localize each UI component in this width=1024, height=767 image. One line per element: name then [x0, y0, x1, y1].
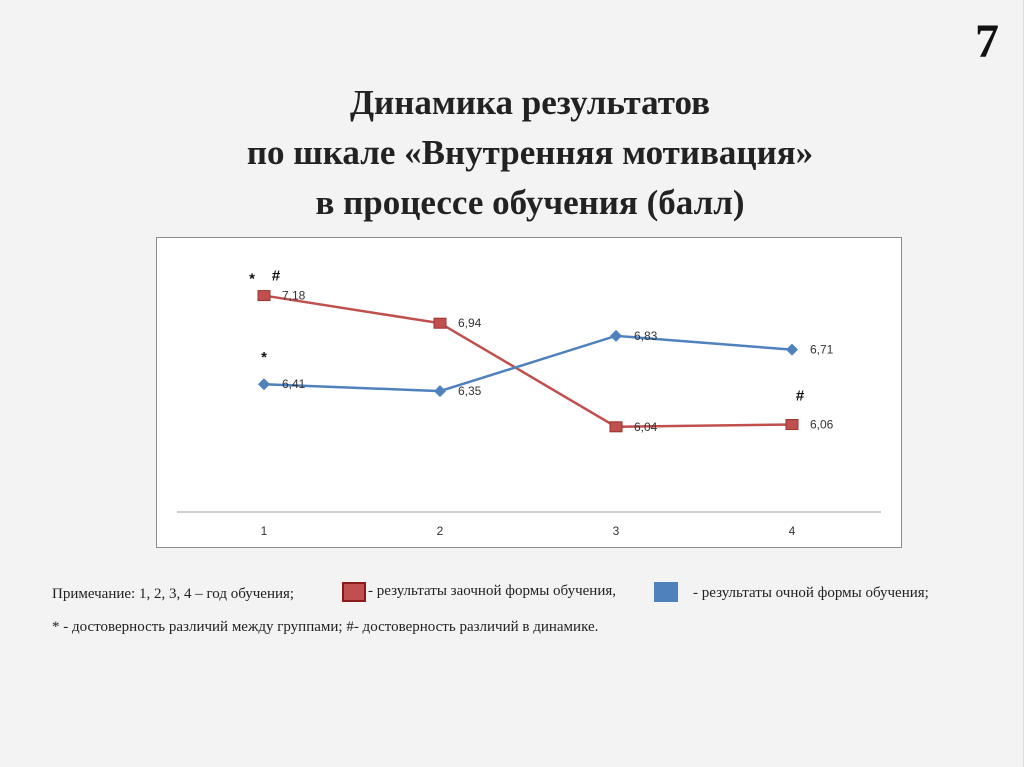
chart-annotation: # — [796, 388, 805, 405]
data-point — [785, 419, 799, 431]
data-label: 6,35 — [458, 384, 482, 398]
title-line-2: по шкале «Внутренняя мотивация» — [246, 133, 814, 172]
data-point — [434, 385, 446, 398]
data-point — [610, 329, 622, 342]
chart-frame: 1 2 3 4 7,18 6,94 6,04 6,06 6,41 6,35 6,83 6,71 * # * # — [156, 237, 902, 548]
data-point — [786, 343, 798, 356]
data-label: 6,06 — [810, 418, 834, 432]
data-point — [609, 421, 623, 433]
x-tick-label: 3 — [613, 524, 620, 538]
data-point — [433, 317, 447, 329]
x-tick-label: 4 — [789, 524, 796, 538]
chart-annotation: * — [249, 271, 255, 288]
x-tick-label: 2 — [437, 524, 444, 538]
page-title: Динамика результатов по шкале «Внутрення… — [150, 78, 910, 228]
note-line-1: Примечание: 1, 2, 3, 4 – год обучения; -… — [52, 580, 1012, 610]
data-point — [257, 290, 271, 302]
legend-blue-label: - результаты очной формы обучения; — [693, 585, 929, 601]
series-line — [263, 294, 793, 429]
x-tick-label: 1 — [261, 524, 268, 538]
data-label: 6,71 — [810, 343, 834, 357]
series-line — [263, 334, 793, 393]
legend-red-label: - результаты заочной формы обучения, — [368, 583, 617, 599]
title-line-1: Динамика результатов — [349, 83, 711, 122]
title-line-3: в процессе обучения (балл) — [315, 183, 745, 222]
data-label: 7,18 — [282, 289, 306, 303]
data-label: 6,04 — [634, 420, 658, 434]
data-point — [258, 378, 270, 391]
line-chart: 1 2 3 4 7,18 6,94 6,04 6,06 6,41 6,35 6,83 6,71 * # * # — [177, 268, 881, 538]
note-line-2: * - достоверность различий между группам… — [52, 619, 599, 635]
data-label: 6,83 — [634, 329, 658, 343]
legend-swatch-red — [342, 582, 366, 602]
chart-annotation: * — [261, 349, 267, 366]
slide-number: 7 — [975, 15, 999, 68]
legend-swatch-blue — [654, 582, 678, 602]
data-label: 6,41 — [282, 377, 306, 391]
chart-annotation: # — [272, 268, 281, 285]
note-prefix: Примечание: 1, 2, 3, 4 – год обучения; — [52, 586, 295, 602]
data-label: 6,94 — [458, 316, 482, 330]
